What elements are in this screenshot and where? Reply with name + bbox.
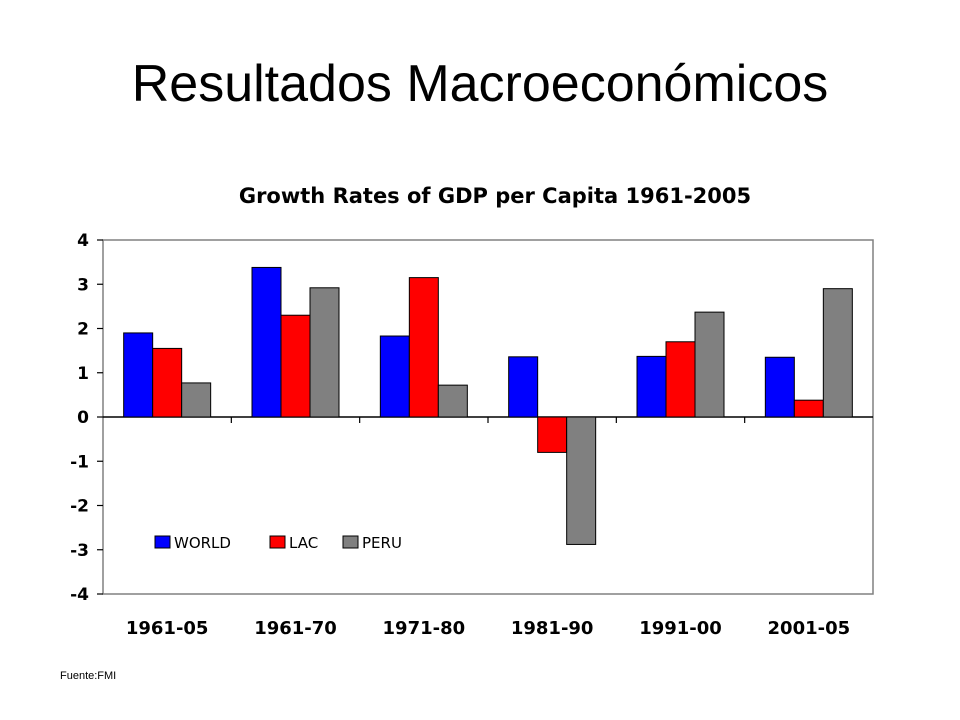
x-category-label: 1961-05 <box>126 618 209 639</box>
bar-peru-1961-70 <box>309 287 340 418</box>
slide-title: Resultados Macroeconómicos <box>131 55 829 113</box>
y-tick-label: 0 <box>77 408 89 428</box>
y-tick-label: 4 <box>77 231 89 251</box>
y-tick-label: 2 <box>77 320 89 340</box>
bar-lac-1961-70 <box>280 314 311 418</box>
y-tick-label: -1 <box>70 452 89 472</box>
x-category-label: 1961-70 <box>254 618 337 639</box>
bar-world-1971-80 <box>379 335 410 418</box>
bar-world-1961-70 <box>251 266 282 418</box>
chart-title: Growth Rates of GDP per Capita 1961-2005 <box>239 184 751 208</box>
bar-world-1981-90 <box>508 356 539 418</box>
legend-label-peru: PERU <box>362 534 402 552</box>
y-tick-label: -3 <box>70 541 89 561</box>
bar-peru-2001-05 <box>822 288 853 418</box>
legend-label-world: WORLD <box>174 534 231 552</box>
x-category-label: 1981-90 <box>511 618 594 639</box>
bar-lac-1981-90 <box>537 416 568 453</box>
legend-swatch-lac <box>269 535 286 549</box>
bar-peru-1991-00 <box>694 311 725 418</box>
legend-swatch-world <box>154 535 171 549</box>
x-category-label: 1991-00 <box>639 618 722 639</box>
legend-label-lac: LAC <box>289 534 318 552</box>
y-tick-label: -4 <box>70 585 89 605</box>
bar-lac-2001-05 <box>793 399 824 418</box>
bar-lac-1961-05 <box>152 347 183 418</box>
x-category-label: 1971-80 <box>383 618 466 639</box>
y-tick-label: -2 <box>70 497 89 517</box>
bar-peru-1961-05 <box>181 382 212 418</box>
x-category-label: 2001-05 <box>768 618 851 639</box>
bar-lac-1991-00 <box>665 341 696 418</box>
bar-world-1991-00 <box>636 355 667 418</box>
y-tick-label: 3 <box>77 275 89 295</box>
bar-lac-1971-80 <box>408 277 439 418</box>
y-tick-label: 1 <box>77 364 89 384</box>
legend-swatch-peru <box>342 535 359 549</box>
bar-peru-1981-90 <box>566 416 597 545</box>
source-note: Fuente:FMI <box>60 670 117 682</box>
bar-peru-1971-80 <box>437 384 468 418</box>
bar-world-2001-05 <box>764 356 795 418</box>
bar-world-1961-05 <box>123 332 154 418</box>
